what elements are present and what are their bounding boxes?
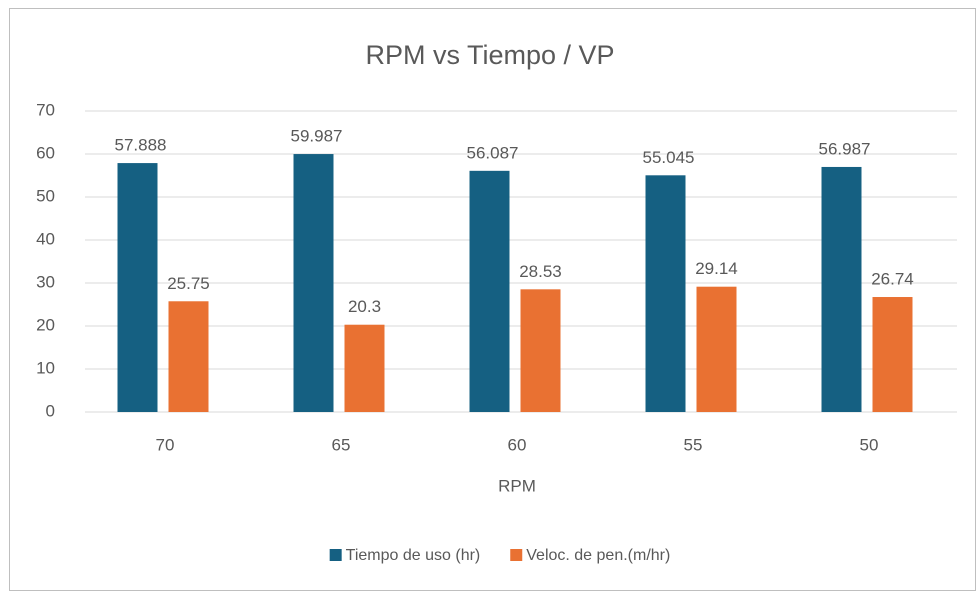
data-label: 55.045 (643, 148, 695, 167)
data-label: 56.987 (819, 139, 871, 158)
bar (168, 301, 209, 412)
y-tick-label: 50 (36, 186, 55, 205)
legend-label: Tiempo de uso (hr) (346, 547, 481, 564)
data-label: 57.888 (115, 136, 167, 155)
data-label: 59.987 (291, 127, 343, 146)
legend-label: Veloc. de pen.(m/hr) (526, 547, 670, 564)
y-tick-label: 60 (36, 143, 55, 162)
data-label: 56.087 (467, 143, 519, 162)
y-tick-label: 40 (36, 229, 55, 248)
bar (821, 166, 862, 412)
x-tick-label: 65 (332, 435, 351, 454)
y-tick-label: 10 (36, 358, 55, 377)
legend-swatch (510, 549, 523, 561)
y-tick-label: 30 (36, 272, 55, 291)
bar (469, 170, 510, 412)
bar (293, 154, 334, 412)
y-tick-label: 70 (36, 100, 55, 119)
x-tick-label: 70 (156, 435, 175, 454)
bar (117, 163, 158, 412)
data-label: 28.53 (519, 262, 562, 281)
legend-swatch (329, 549, 342, 561)
bar (872, 297, 913, 412)
bar (520, 289, 561, 412)
y-tick-label: 0 (46, 401, 55, 420)
x-tick-label: 60 (508, 435, 527, 454)
data-label: 29.14 (695, 259, 738, 278)
bar (696, 286, 737, 412)
data-label: 26.74 (871, 270, 914, 289)
bar (645, 175, 686, 412)
data-label: 25.75 (167, 274, 210, 293)
chart-title: RPM vs Tiempo / VP (365, 40, 614, 70)
y-tick-label: 20 (36, 315, 55, 334)
data-label: 20.3 (348, 297, 381, 316)
x-tick-label: 50 (860, 435, 879, 454)
x-axis-label: RPM (498, 476, 536, 495)
bar (344, 324, 385, 412)
x-tick-label: 55 (684, 435, 703, 454)
